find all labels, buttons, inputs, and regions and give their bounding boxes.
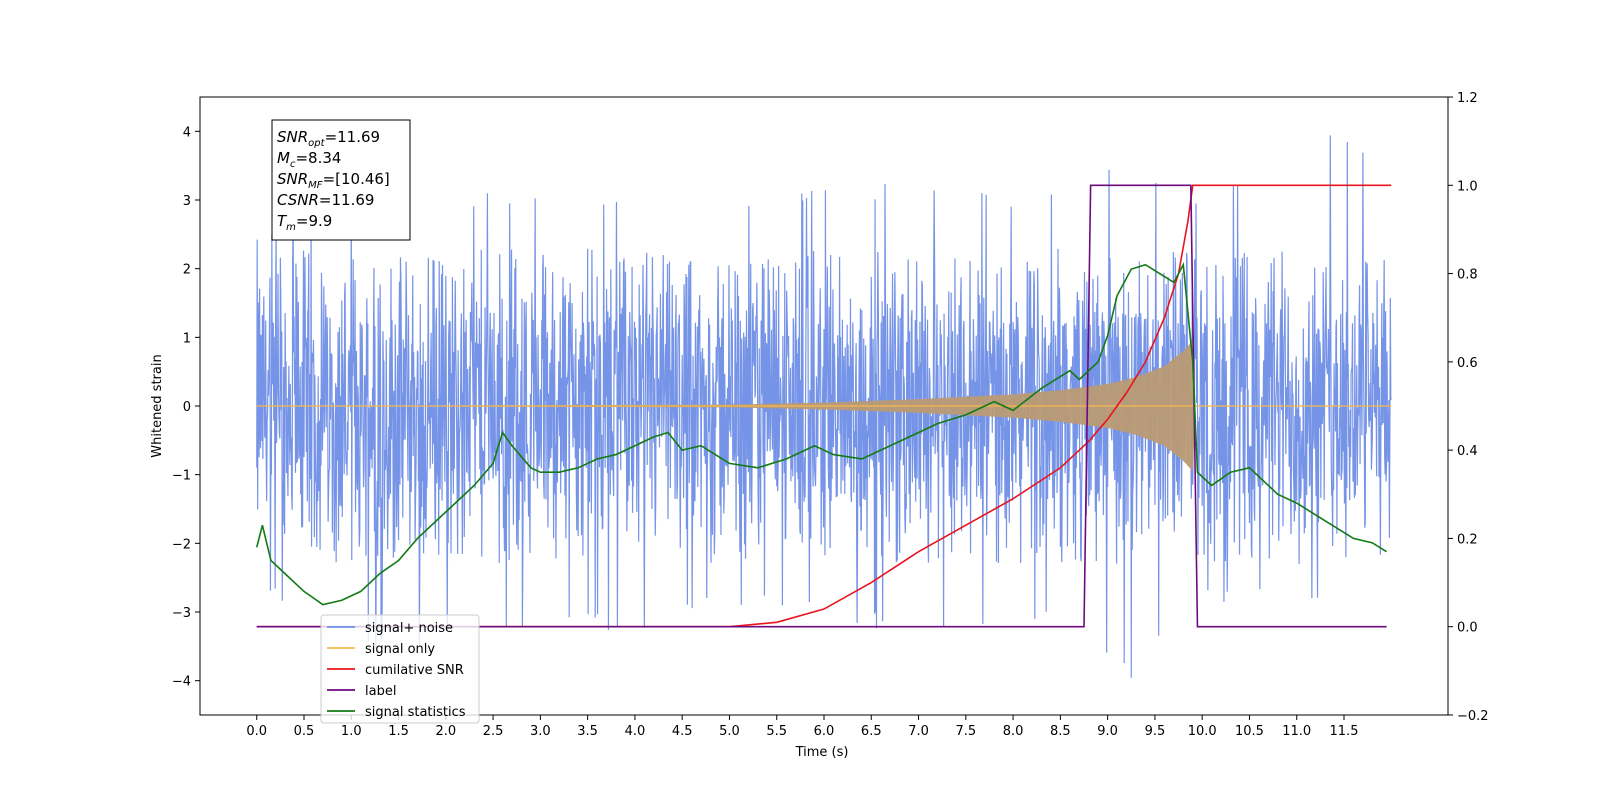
x-tick-label: 1.5 (388, 724, 409, 739)
info-box-line: Tm=9.9 (277, 212, 332, 233)
x-tick-label: 4.5 (672, 724, 693, 739)
legend-label: signal+ noise (365, 621, 453, 636)
x-tick-label: 5.5 (766, 724, 787, 739)
info-value: =[10.46] (323, 170, 390, 188)
x-axis-label: Time (s) (795, 745, 849, 760)
series-line (256, 184, 1392, 628)
x-tick-label: 9.5 (1145, 724, 1166, 739)
y2-tick-label: −0.2 (1457, 709, 1489, 724)
y-tick-label: 2 (183, 263, 191, 278)
y2-tick-label: 0.6 (1457, 356, 1478, 371)
y-tick-label: 4 (183, 125, 191, 140)
x-tick-label: 0.5 (294, 724, 315, 739)
y-tick-label: −4 (172, 675, 191, 690)
info-symbol: T (277, 212, 288, 230)
info-value: =9.9 (296, 212, 332, 230)
legend-frame (320, 614, 480, 724)
info-symbol: M (277, 149, 290, 167)
info-symbol: SNR (277, 128, 308, 146)
info-symbol: CSNR (277, 191, 319, 209)
series-label (256, 184, 1387, 628)
x-tick-label: 10.5 (1235, 724, 1264, 739)
y-axis-right: −0.2 0.0 0.2 0.4 0.6 0.8 1.0 1.2 (1448, 91, 1489, 724)
x-tick-label: 1.0 (341, 724, 362, 739)
info-value: =11.69 (325, 128, 381, 146)
x-tick-label: 2.5 (483, 724, 504, 739)
info-subscript: m (286, 222, 296, 233)
legend-label: signal only (365, 642, 435, 657)
x-tick-label: 9.0 (1097, 724, 1118, 739)
y-tick-label: 1 (183, 331, 191, 346)
x-tick-label: 10.0 (1188, 724, 1217, 739)
info-box-line: SNRMF=[10.46] (277, 170, 390, 191)
info-symbol: SNR (277, 170, 308, 188)
info-value: =8.34 (295, 149, 341, 167)
x-tick-label: 3.5 (577, 724, 598, 739)
x-tick-label: 3.0 (530, 724, 551, 739)
y2-tick-label: 1.0 (1457, 179, 1478, 194)
series-cumilative-snr (256, 184, 1392, 628)
y-tick-label: −2 (172, 537, 191, 552)
legend-label: cumilative SNR (365, 663, 464, 678)
x-tick-label: 6.5 (861, 724, 882, 739)
legend-label: label (365, 684, 396, 699)
info-box: SNRopt=11.69Mc=8.34SNRMF=[10.46]CSNR=11.… (271, 119, 411, 241)
info-subscript: opt (308, 138, 325, 149)
info-value: =11.69 (319, 191, 375, 209)
y-axis-label: Whitened strain (150, 354, 165, 457)
plot-area (255, 135, 1392, 678)
y-tick-label: 3 (183, 194, 191, 209)
signal-noise-line (256, 135, 1392, 678)
x-tick-label: 4.0 (625, 724, 646, 739)
y-axis-left: −4 −3 −2 −1 0 1 2 3 4 (172, 125, 200, 690)
info-box-line: Mc=8.34 (277, 149, 341, 170)
y2-tick-label: 0.4 (1457, 444, 1478, 459)
x-tick-label: 8.5 (1050, 724, 1071, 739)
y-tick-label: 0 (183, 400, 191, 415)
y2-tick-label: 0.8 (1457, 268, 1478, 283)
x-tick-label: 7.0 (908, 724, 929, 739)
y2-tick-label: 1.2 (1457, 91, 1478, 106)
x-tick-label: 5.0 (719, 724, 740, 739)
info-subscript: MF (308, 180, 323, 191)
info-box-frame (271, 119, 411, 241)
x-tick-label: 11.0 (1282, 724, 1311, 739)
series-signal-noise (256, 135, 1392, 678)
info-box-line: CSNR=11.69 (277, 191, 374, 209)
x-tick-label: 7.5 (955, 724, 976, 739)
legend: signal+ noise signal only cumilative SNR la… (320, 614, 480, 724)
series-line (255, 262, 1387, 606)
x-tick-label: 6.0 (814, 724, 835, 739)
y2-tick-label: 0.0 (1457, 621, 1478, 636)
x-tick-label: 8.0 (1003, 724, 1024, 739)
y-tick-label: −1 (172, 469, 191, 484)
legend-label: signal statistics (365, 705, 466, 720)
series-signal-statistics (255, 262, 1387, 606)
x-axis: 0.0 0.5 1.0 1.5 2.0 2.5 3.0 3.5 4.0 4.5 5.0 5.5 6.0 6… (246, 715, 1358, 739)
x-tick-label: 2.0 (435, 724, 456, 739)
series-signal-only (256, 340, 1392, 472)
y2-tick-label: 0.2 (1457, 532, 1478, 547)
series-line (256, 184, 1387, 628)
info-box-line: SNRopt=11.69 (277, 128, 380, 149)
x-tick-label: 0.0 (246, 724, 267, 739)
y-tick-label: −3 (172, 606, 191, 621)
x-tick-label: 11.5 (1330, 724, 1359, 739)
info-subscript: c (290, 159, 296, 170)
